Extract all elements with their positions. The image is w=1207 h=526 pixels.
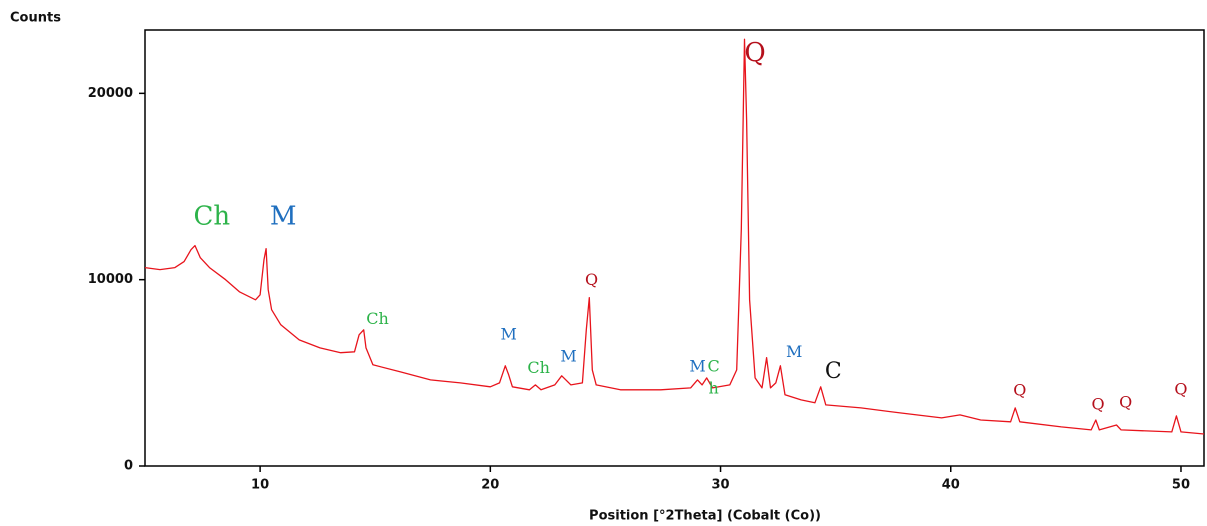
y-tick-label: 10000 bbox=[88, 272, 133, 287]
plot-frame bbox=[144, 29, 1205, 467]
x-tick-label: 30 bbox=[711, 478, 729, 493]
peak-label: Ch bbox=[527, 358, 550, 377]
peak-label: M bbox=[689, 356, 705, 375]
peak-label: M bbox=[270, 202, 297, 232]
y-axis-title: Counts bbox=[10, 11, 61, 26]
x-tick-label: 40 bbox=[942, 478, 960, 493]
peak-label: Q bbox=[585, 270, 598, 289]
peak-label: Q bbox=[1013, 380, 1026, 399]
peak-label: Q bbox=[1174, 379, 1187, 398]
peak-label: M bbox=[560, 346, 576, 365]
peak-label: M bbox=[501, 324, 517, 343]
peak-label: Q bbox=[1119, 392, 1132, 411]
peak-label: M bbox=[786, 342, 802, 361]
peak-label: C bbox=[708, 356, 720, 375]
diffraction-line bbox=[144, 38, 1205, 435]
peak-label: Q bbox=[1092, 394, 1105, 413]
y-tick-label: 0 bbox=[124, 459, 133, 474]
peak-label: h bbox=[708, 378, 718, 397]
x-tick-label: 20 bbox=[481, 478, 499, 493]
x-axis-title: Position [°2Theta] (Cobalt (Co)) bbox=[589, 509, 821, 524]
x-tick-label: 10 bbox=[251, 478, 269, 493]
y-tick-label: 20000 bbox=[88, 86, 133, 101]
peak-label: Q bbox=[744, 38, 765, 68]
peak-label: C bbox=[825, 359, 842, 384]
x-tick-label: 50 bbox=[1172, 478, 1190, 493]
peak-label: Ch bbox=[193, 202, 230, 232]
peak-label: Ch bbox=[366, 309, 389, 328]
